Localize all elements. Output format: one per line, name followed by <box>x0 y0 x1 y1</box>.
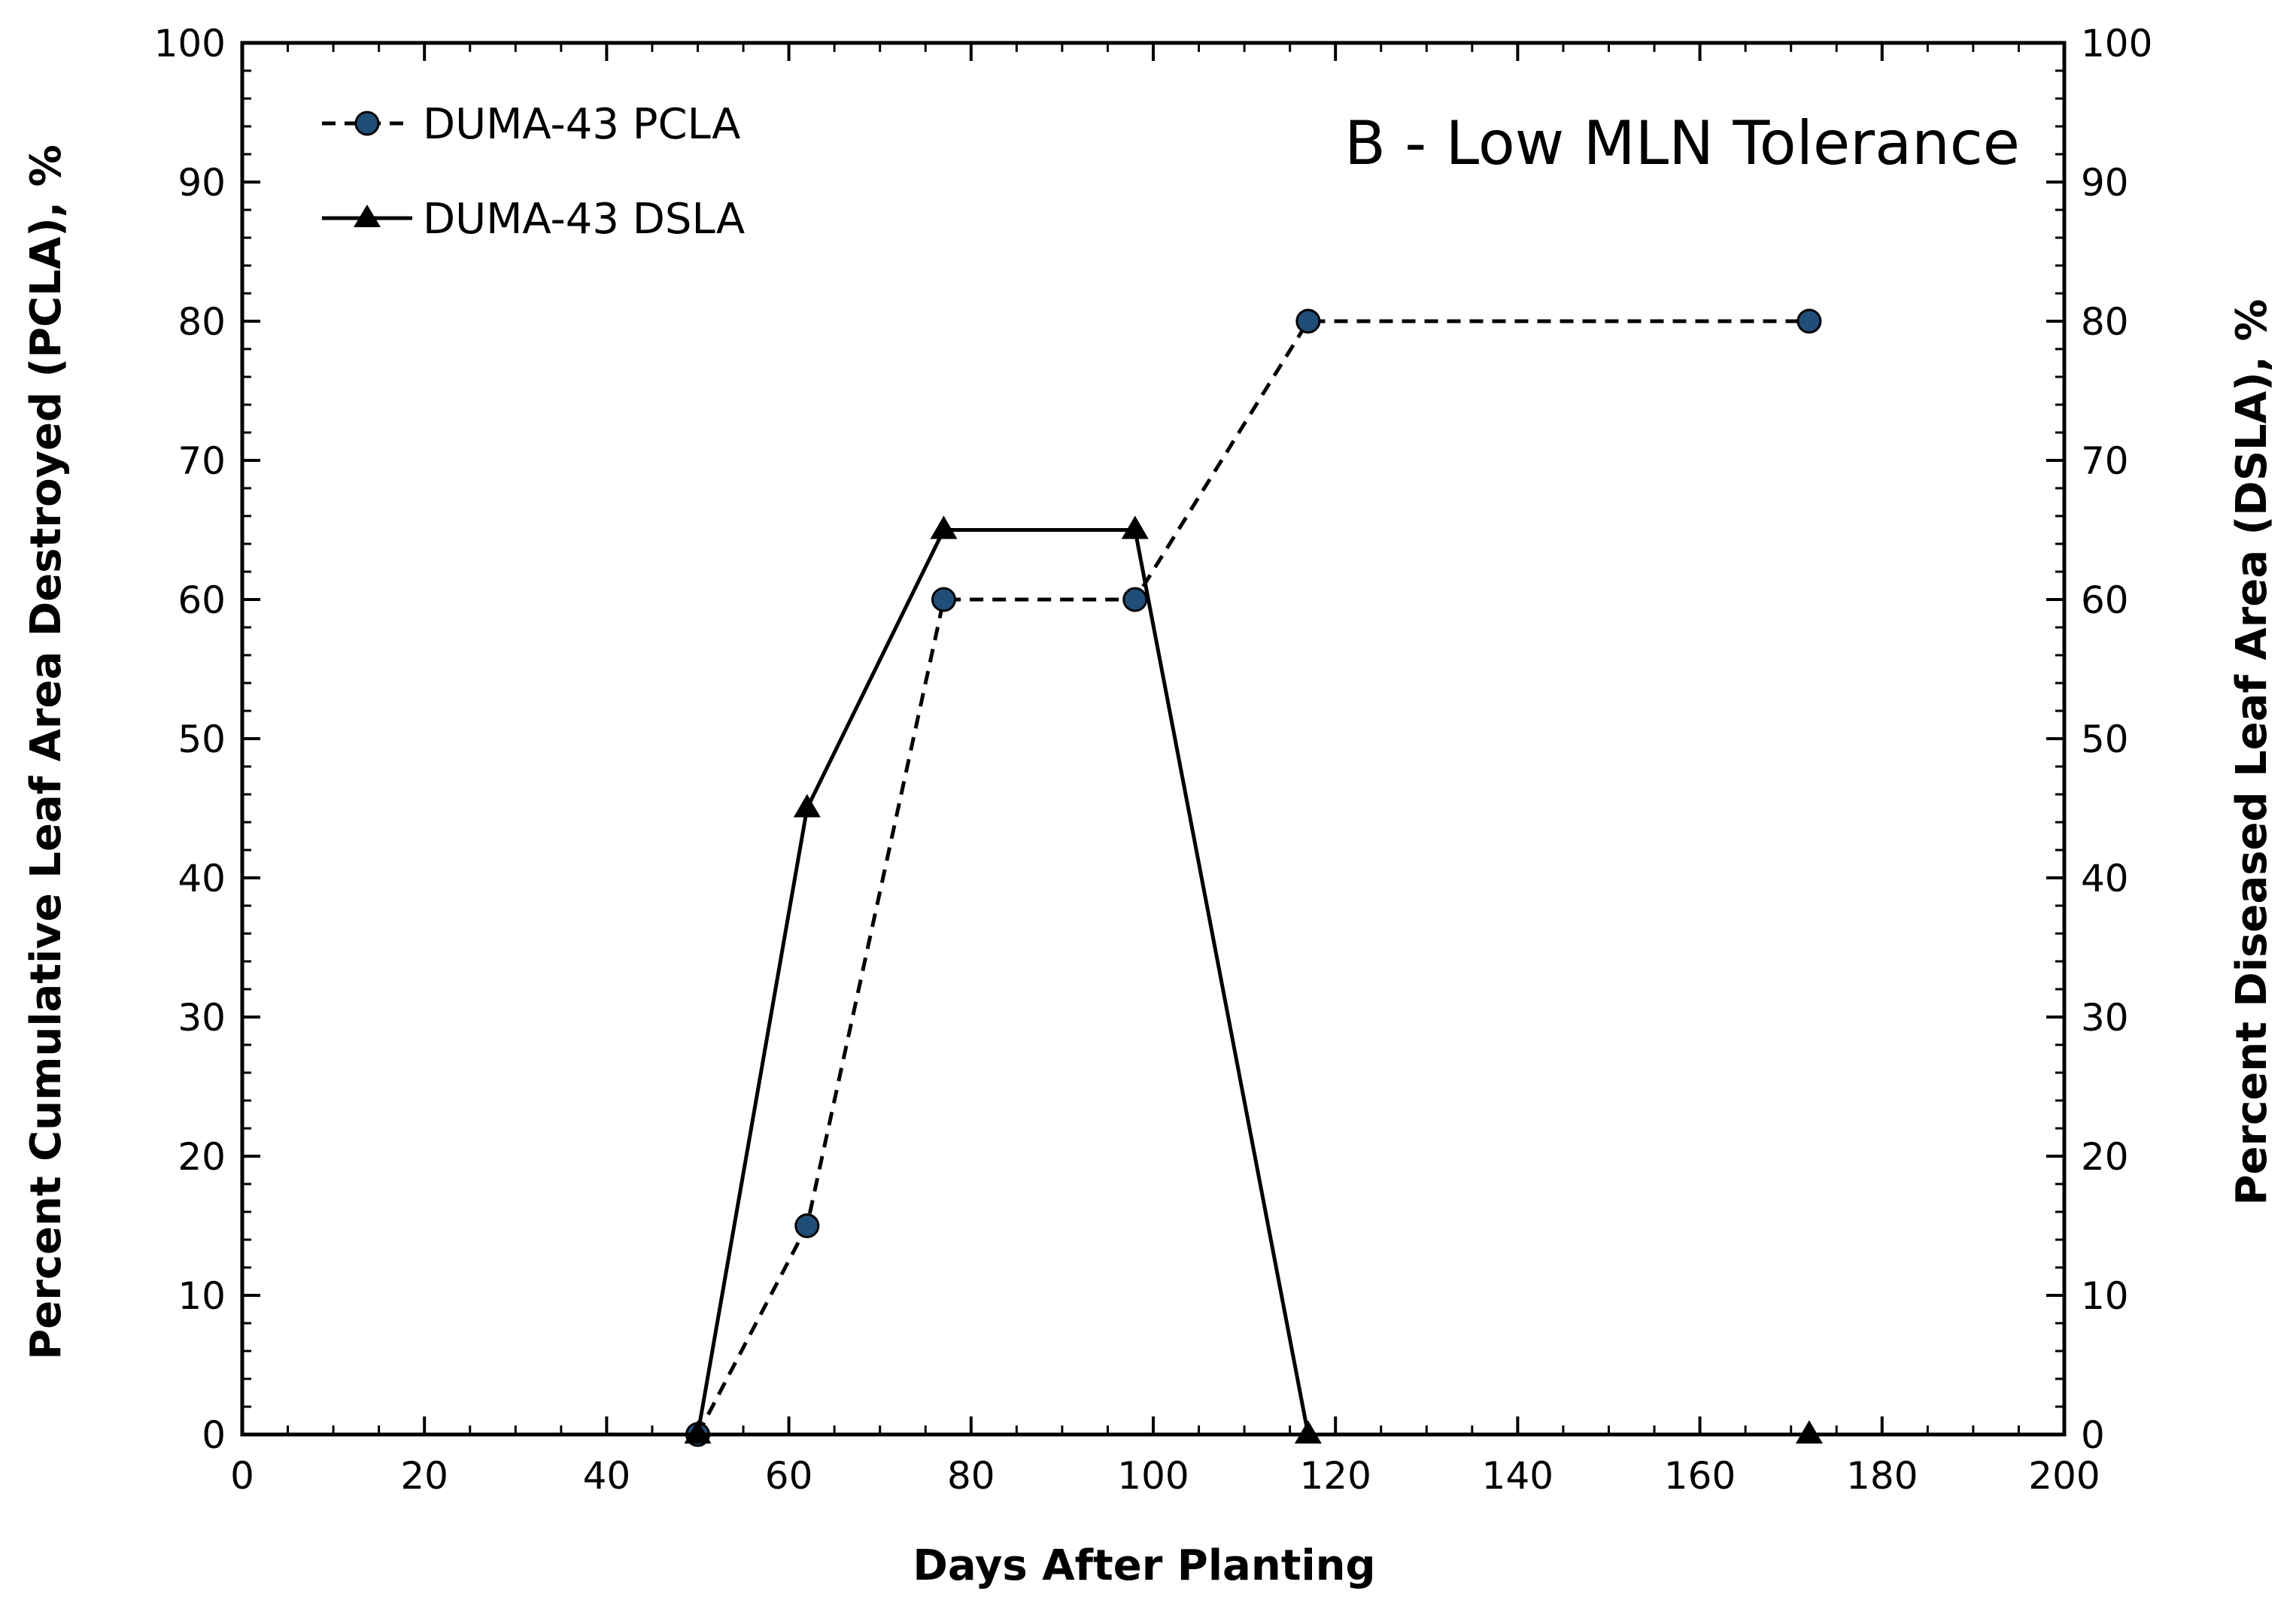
x-tick-label: 180 <box>1846 1454 1918 1498</box>
y-axis-title: Percent Cumulative Leaf Area Destroyed (… <box>22 144 71 1360</box>
x-tick-label: 140 <box>1482 1454 1553 1498</box>
plot-area-frame <box>240 41 2067 1437</box>
y-tick-label: 100 <box>154 22 226 65</box>
series-line-dsla <box>696 528 1809 1437</box>
y2-tick-label: 40 <box>2081 857 2129 900</box>
y2-tick-label: 10 <box>2081 1274 2129 1318</box>
data-point-pcla <box>1295 308 1321 334</box>
chart-title: B - Low MLN Tolerance <box>1344 108 2020 178</box>
series-layer <box>684 308 1823 1447</box>
y2-tick-label: 0 <box>2081 1413 2105 1457</box>
data-point-pcla <box>1122 587 1148 612</box>
y2-tick-label: 50 <box>2081 718 2129 761</box>
legend-marker-dsla <box>354 205 381 227</box>
data-point-dsla <box>930 515 958 539</box>
legend: DUMA-43 PCLA DUMA-43 DSLA <box>322 100 745 244</box>
y2-tick-label: 20 <box>2081 1135 2129 1179</box>
y-tick-label: 20 <box>178 1135 226 1179</box>
series-line-pcla <box>696 319 1809 1436</box>
data-point-dsla <box>1294 1420 1322 1444</box>
y2-axis-title: Percent Diseased Leaf Area (DSLA), % <box>2228 299 2276 1205</box>
x-tick-label: 160 <box>1664 1454 1736 1498</box>
y2-tick-label: 80 <box>2081 300 2129 344</box>
x-tick-label: 120 <box>1299 1454 1371 1498</box>
y-tick-label: 30 <box>178 996 226 1040</box>
y-tick-label: 70 <box>178 439 226 483</box>
x-tick-label: 200 <box>2028 1454 2100 1498</box>
y-tick-label: 60 <box>178 578 226 622</box>
legend-label-dsla: DUMA-43 DSLA <box>423 195 745 244</box>
legend-marker-pcla <box>354 111 380 136</box>
x-tick-label: 20 <box>400 1454 448 1498</box>
data-point-dsla <box>1121 515 1149 539</box>
y2-tick-label: 70 <box>2081 439 2129 483</box>
x-axis-title: Days After Planting <box>913 1541 1375 1590</box>
y-tick-label: 80 <box>178 300 226 344</box>
y2-tick-label: 90 <box>2081 161 2129 205</box>
y-tick-label: 40 <box>178 857 226 900</box>
x-tick-label: 80 <box>947 1454 995 1498</box>
data-point-dsla <box>793 794 821 818</box>
y-tick-label: 10 <box>178 1274 226 1318</box>
x-tick-label: 60 <box>765 1454 813 1498</box>
y2-tick-label: 100 <box>2081 22 2152 65</box>
x-tick-label: 100 <box>1117 1454 1189 1498</box>
data-point-pcla <box>794 1213 820 1238</box>
y2-tick-label: 60 <box>2081 578 2129 622</box>
legend-label-pcla: DUMA-43 PCLA <box>423 100 740 149</box>
y-tick-label: 50 <box>178 718 226 761</box>
y2-tick-label: 30 <box>2081 996 2129 1040</box>
y-tick-label: 90 <box>178 161 226 205</box>
data-point-dsla <box>1795 1420 1823 1444</box>
x-tick-label: 40 <box>583 1454 631 1498</box>
data-point-pcla <box>931 587 956 612</box>
x-tick-label: 0 <box>230 1454 254 1498</box>
data-point-dsla <box>684 1420 712 1444</box>
data-point-pcla <box>1796 308 1822 334</box>
y-tick-label: 0 <box>202 1413 226 1457</box>
